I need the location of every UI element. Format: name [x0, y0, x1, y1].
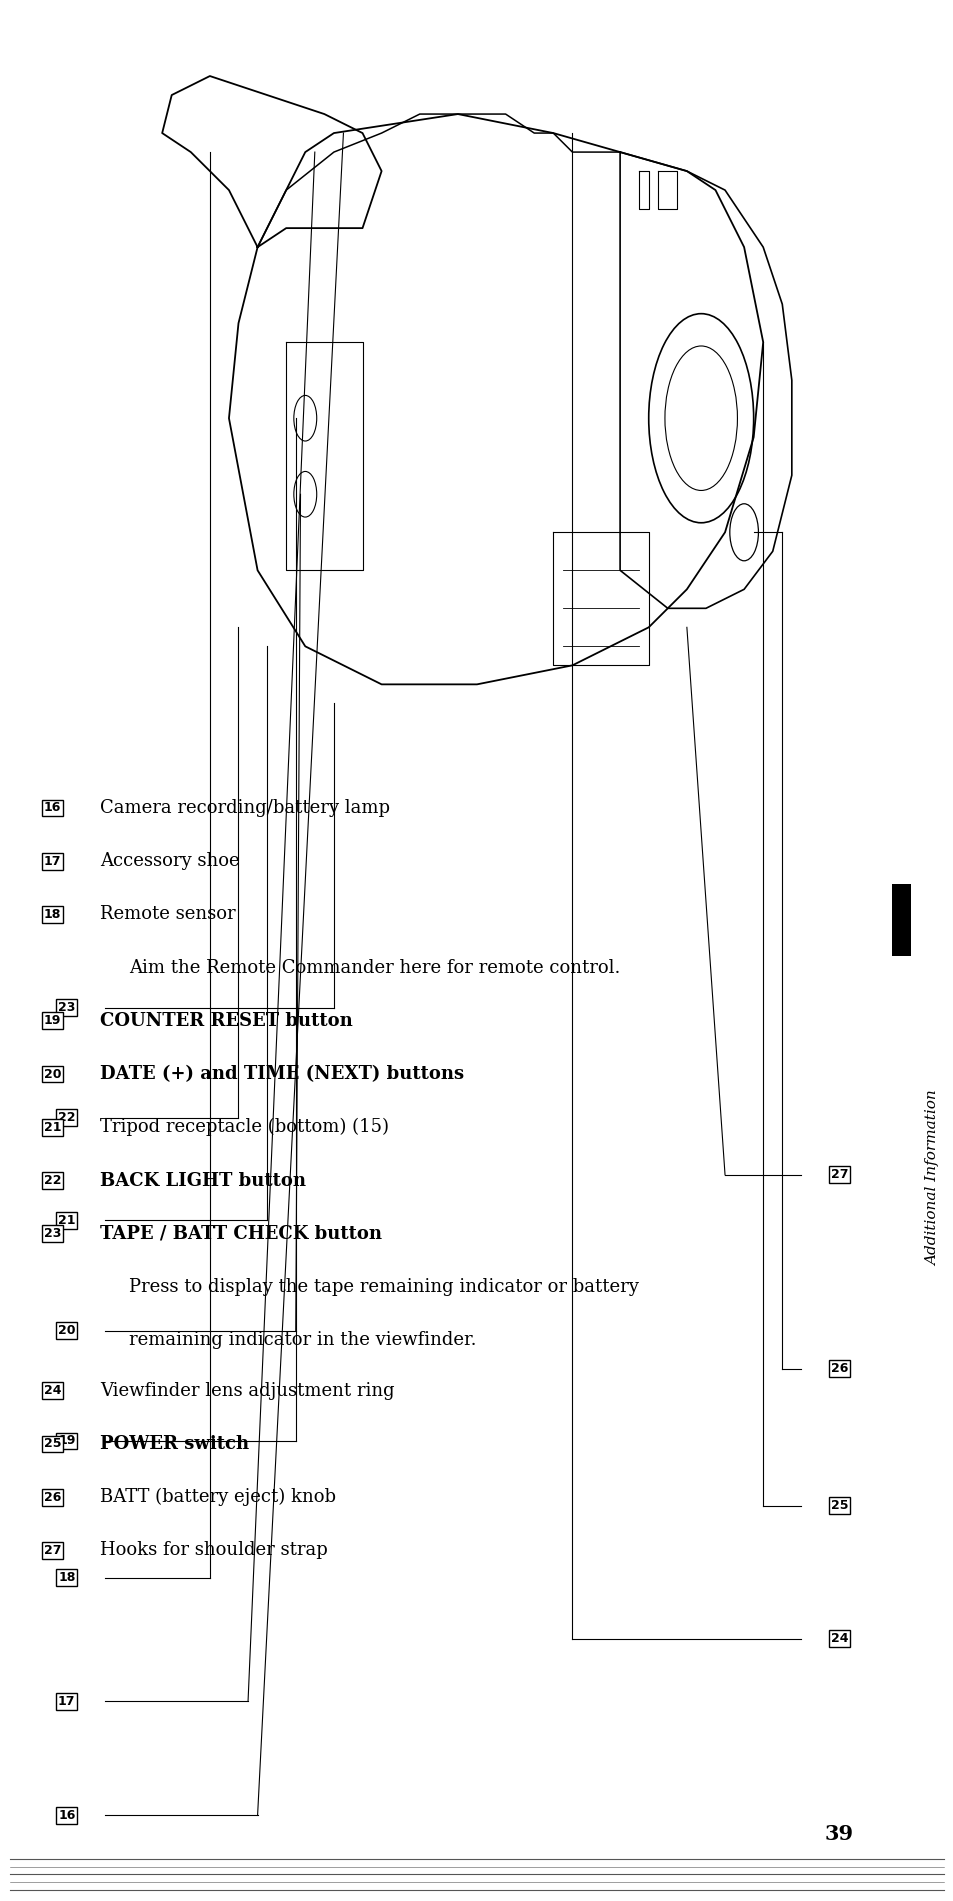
- Text: 17: 17: [44, 855, 61, 867]
- Text: 19: 19: [58, 1435, 75, 1447]
- Text: 16: 16: [58, 1810, 75, 1821]
- Text: Viewfinder lens adjustment ring: Viewfinder lens adjustment ring: [100, 1382, 395, 1399]
- Text: 22: 22: [58, 1112, 75, 1123]
- Text: 18: 18: [58, 1572, 75, 1584]
- Text: TAPE / BATT CHECK button: TAPE / BATT CHECK button: [100, 1224, 382, 1243]
- Text: 26: 26: [830, 1363, 847, 1374]
- Text: 17: 17: [58, 1696, 75, 1707]
- Text: COUNTER RESET button: COUNTER RESET button: [100, 1011, 353, 1030]
- Text: 20: 20: [44, 1068, 61, 1080]
- Text: Press to display the tape remaining indicator or battery: Press to display the tape remaining indi…: [129, 1277, 638, 1296]
- Text: 39: 39: [824, 1825, 853, 1844]
- Text: 25: 25: [830, 1500, 847, 1511]
- Text: 23: 23: [58, 1002, 75, 1013]
- Text: Tripod receptacle (bottom) (15): Tripod receptacle (bottom) (15): [100, 1118, 389, 1137]
- Text: remaining indicator in the viewfinder.: remaining indicator in the viewfinder.: [129, 1331, 476, 1350]
- Text: 21: 21: [44, 1122, 61, 1133]
- Text: 22: 22: [44, 1175, 61, 1186]
- Text: 25: 25: [44, 1437, 61, 1450]
- Text: 24: 24: [830, 1633, 847, 1644]
- Text: 26: 26: [44, 1490, 61, 1504]
- Text: Additional Information: Additional Information: [925, 1091, 939, 1266]
- Text: 23: 23: [44, 1228, 61, 1239]
- Text: 21: 21: [58, 1215, 75, 1226]
- Text: Aim the Remote Commander here for remote control.: Aim the Remote Commander here for remote…: [129, 958, 619, 977]
- Text: POWER switch: POWER switch: [100, 1435, 249, 1452]
- Text: 27: 27: [830, 1169, 847, 1181]
- Text: 18: 18: [44, 909, 61, 920]
- Text: BATT (battery eject) knob: BATT (battery eject) knob: [100, 1488, 335, 1506]
- Text: Accessory shoe: Accessory shoe: [100, 852, 239, 871]
- Text: Remote sensor: Remote sensor: [100, 905, 235, 924]
- Text: 16: 16: [44, 802, 61, 814]
- Text: DATE (+) and TIME (NEXT) buttons: DATE (+) and TIME (NEXT) buttons: [100, 1065, 464, 1084]
- Text: 20: 20: [58, 1325, 75, 1336]
- Text: Hooks for shoulder strap: Hooks for shoulder strap: [100, 1542, 328, 1559]
- Text: BACK LIGHT button: BACK LIGHT button: [100, 1171, 306, 1190]
- Text: 24: 24: [44, 1384, 61, 1397]
- Text: 27: 27: [44, 1544, 61, 1557]
- Text: Camera recording/battery lamp: Camera recording/battery lamp: [100, 798, 390, 817]
- FancyBboxPatch shape: [891, 884, 910, 956]
- Text: 19: 19: [44, 1015, 61, 1027]
